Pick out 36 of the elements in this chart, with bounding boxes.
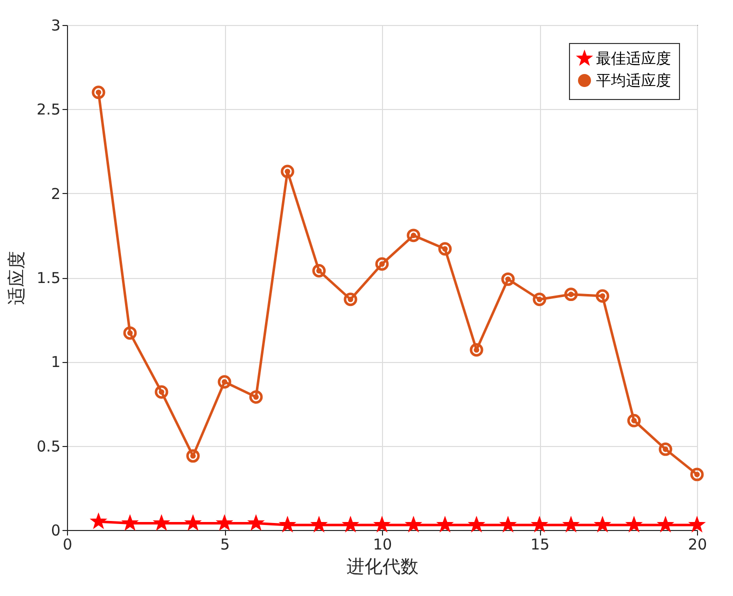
point	[564, 288, 578, 302]
y-tick-label: 1	[50, 353, 60, 372]
point	[501, 272, 515, 286]
x-tick-label: 5	[220, 536, 230, 554]
point	[218, 375, 232, 389]
y-tick-label: 2.5	[36, 100, 60, 119]
x-tick-label: 10	[372, 536, 392, 554]
point	[406, 228, 420, 242]
y-tick-label: 2	[50, 184, 60, 203]
point	[596, 289, 610, 303]
point	[375, 257, 389, 271]
legend-label: 平均适应度	[596, 72, 671, 90]
y-tick-label: 1.5	[36, 269, 60, 287]
point	[344, 292, 358, 306]
y-tick-label: 3	[50, 16, 60, 34]
x-tick-label: 20	[688, 536, 708, 554]
point	[249, 390, 263, 404]
point	[532, 292, 546, 306]
x-tick-label: 15	[530, 536, 550, 554]
point	[92, 86, 106, 100]
point	[280, 164, 294, 178]
x-tick-label: 0	[62, 536, 72, 554]
point	[312, 264, 326, 278]
y-tick-label: 0	[50, 522, 60, 540]
x-axis-title: 进化代数	[346, 556, 418, 578]
point	[438, 242, 452, 256]
point	[470, 343, 484, 357]
y-tick-label: 0.5	[36, 437, 60, 456]
point	[186, 449, 200, 463]
point	[123, 326, 137, 340]
point	[154, 385, 168, 399]
point	[658, 442, 672, 456]
legend-label: 最佳适应度	[596, 50, 671, 68]
y-axis-title: 适应度	[6, 251, 28, 305]
point	[690, 468, 704, 482]
point	[627, 414, 641, 428]
